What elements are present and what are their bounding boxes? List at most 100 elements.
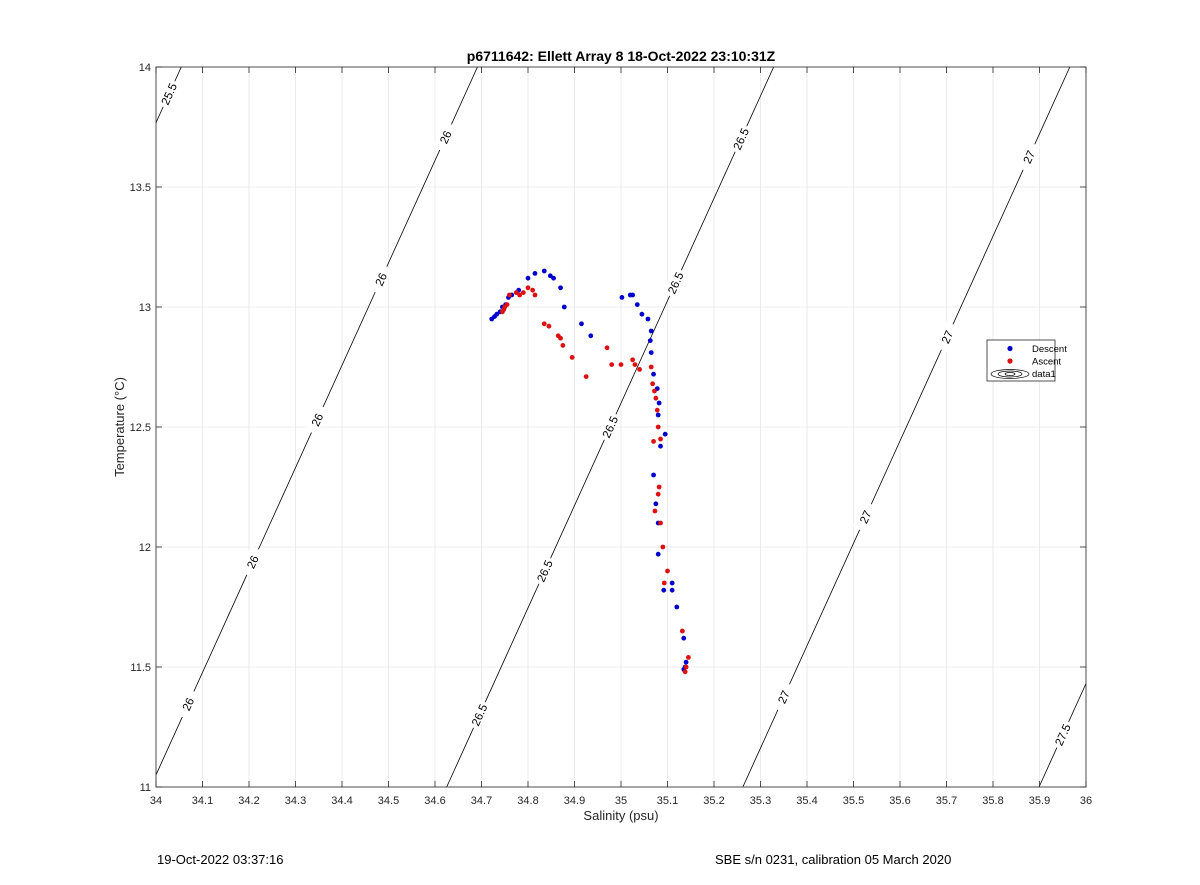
isopycnal-label-text: 27 (777, 689, 793, 706)
descent-point (579, 321, 584, 327)
ascent-point (560, 343, 566, 348)
isopycnal-label-bg (1049, 718, 1074, 751)
x-tick-label: 35.2 (703, 795, 724, 807)
x-axis-label: Salinity (psu) (583, 808, 658, 823)
isopycnal-label-bg (239, 545, 264, 578)
x-tick-label: 35.5 (843, 795, 864, 807)
descent-point (674, 604, 680, 610)
ascent-point (661, 580, 667, 586)
x-tick-label: 34 (150, 795, 162, 807)
isopycnal-label-bg (1015, 140, 1041, 173)
ascent-point (546, 323, 552, 329)
y-tick-label: 11.5 (130, 662, 151, 674)
ascent-point (530, 287, 536, 293)
descent-point (645, 316, 651, 322)
ascent-point (654, 407, 660, 413)
isopycnal-label: 26 (432, 121, 457, 153)
ascent-point (630, 357, 636, 363)
x-tick-label: 34.6 (424, 795, 445, 807)
ascent-point (520, 290, 526, 295)
descent-point (661, 587, 667, 593)
ascent-point (604, 345, 610, 351)
descent-point (561, 304, 567, 310)
descent-point (662, 431, 668, 437)
descent-point (647, 338, 653, 343)
descent-point (525, 275, 531, 281)
isopycnal-label: 26 (175, 688, 200, 720)
legend-marker-ascent (1007, 358, 1013, 364)
isopycnal-label-text: 26 (374, 272, 390, 289)
isopycnal-label-text: 27 (1022, 149, 1038, 166)
isopycnal-label-bg (770, 680, 795, 713)
isopycnal-label: 27 (934, 320, 959, 353)
x-tick-label: 35.4 (796, 795, 817, 807)
isopycnal-label: 27 (852, 500, 877, 533)
isopycnal-label-bg (852, 500, 877, 533)
ascent-point (637, 367, 642, 372)
isopycnal-label-bg (727, 122, 753, 155)
descent-point (651, 371, 656, 377)
ascent-point (652, 508, 658, 514)
ascent-point (653, 395, 659, 401)
descent-point (588, 333, 594, 339)
descent-point (669, 580, 675, 586)
descent-point (532, 271, 538, 276)
descent-point (655, 412, 661, 418)
ascent-point (532, 292, 538, 298)
legend-label-data1: data1 (1032, 369, 1056, 380)
legend-marker-descent (1007, 345, 1013, 352)
descent-point (639, 311, 645, 317)
ascent-point (679, 628, 685, 634)
x-tick-label: 35.7 (936, 795, 957, 807)
descent-point (681, 635, 687, 641)
y-tick-label: 12 (139, 542, 151, 554)
footer-calibration: SBE s/n 0231, calibration 05 March 2020 (715, 852, 952, 867)
descent-point (558, 285, 563, 291)
density-contour-labels: 25.5262626262626.526.526.526.526.5272727… (155, 77, 1074, 751)
ascent-point (656, 484, 662, 490)
isopycnal-label: 27 (770, 680, 795, 713)
x-tick-label: 35.8 (982, 795, 1003, 807)
footer-timestamp: 19-Oct-2022 03:37:16 (157, 852, 284, 867)
isopycnal-label-bg (662, 266, 687, 299)
ascent-point (655, 424, 661, 430)
y-tick-label: 14 (139, 62, 151, 74)
x-tick-label: 35.9 (1029, 795, 1050, 807)
isopycnal-label-bg (934, 320, 959, 353)
descent-point (547, 273, 553, 279)
ascent-point (686, 655, 691, 660)
ascent-point (658, 436, 663, 442)
y-tick-label: 13 (139, 302, 151, 314)
ascent-point (683, 664, 689, 670)
y-tick-label: 11 (140, 782, 151, 794)
legend-label-ascent: Ascent (1032, 357, 1061, 368)
isopycnal-label: 26 (367, 263, 393, 295)
x-tick-label: 34.7 (471, 795, 492, 807)
ascent-point (658, 520, 663, 526)
isopycnal-line (156, 67, 182, 124)
isopycnal-label-text: 27 (940, 329, 956, 346)
x-tick-label: 35.1 (657, 795, 678, 807)
ascent-point (660, 544, 666, 550)
ascent-point (652, 388, 657, 394)
x-tick-label: 36 (1080, 795, 1092, 807)
ascent-point (632, 362, 638, 367)
isopycnal-label: 26 (304, 403, 329, 436)
descent-point (653, 501, 659, 507)
isopycnal-line (742, 67, 1071, 787)
ascent-point (507, 292, 512, 298)
x-tick-label: 34.1 (192, 795, 213, 807)
ascent-point (665, 568, 670, 574)
y-tick-label: 12.5 (130, 422, 151, 434)
isopycnal-label-bg (432, 121, 457, 153)
isopycnal-label-bg (304, 403, 329, 436)
ascent-point (650, 381, 656, 387)
ascent-point (500, 309, 505, 315)
y-tick-label: 13.5 (130, 182, 151, 194)
descent-point (651, 472, 656, 478)
legend-label-descent: Descent (1032, 344, 1067, 355)
ascent-point (609, 362, 615, 367)
isopycnal-label-bg (531, 554, 557, 587)
descent-point (634, 302, 640, 307)
isopycnal-label: 27 (1015, 140, 1041, 173)
